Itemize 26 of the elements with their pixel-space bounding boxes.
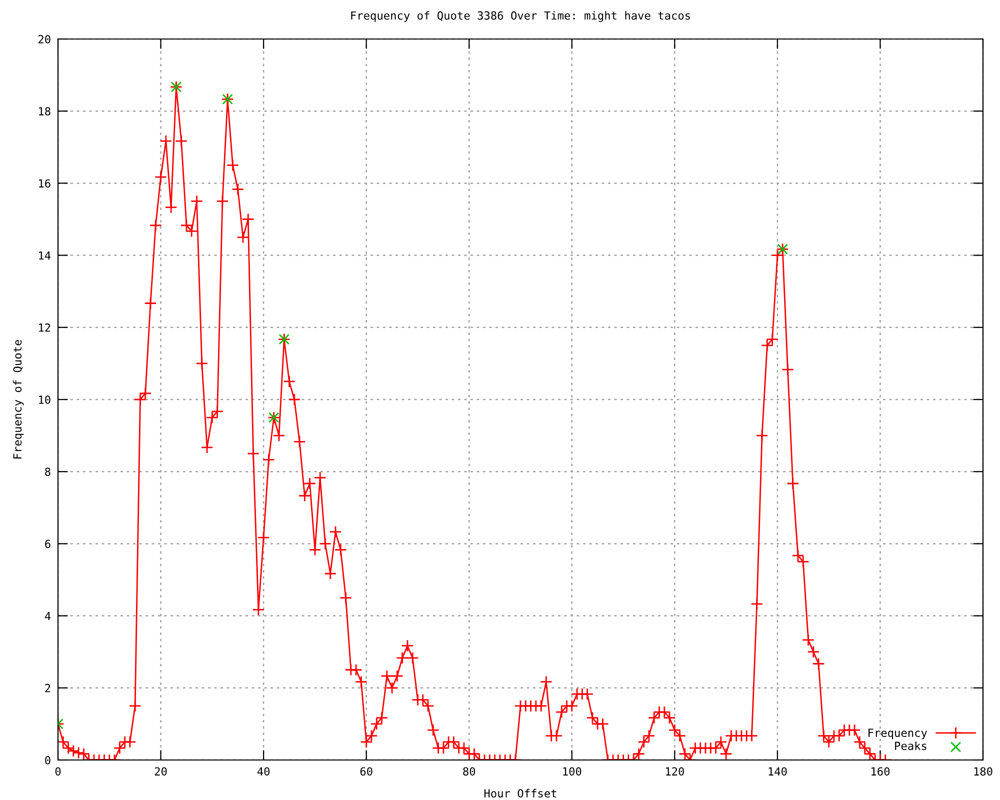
y-tick-label: 0 xyxy=(45,756,50,764)
y-tick-label: 18 xyxy=(39,107,50,116)
x-tick-label: 60 xyxy=(360,767,372,776)
y-tick-label: 20 xyxy=(38,35,50,44)
y-tick-label: 6 xyxy=(45,540,50,548)
legend-label: Peaks xyxy=(895,741,926,750)
x-tick-label: 40 xyxy=(257,767,270,776)
x-tick-label: 180 xyxy=(974,767,992,776)
legend-label: Frequency xyxy=(868,728,928,740)
x-tick-label: 100 xyxy=(563,767,582,776)
y-axis-title: Frequency of Quote xyxy=(13,340,24,458)
x-tick-label: 120 xyxy=(666,767,684,776)
x-tick-label: 80 xyxy=(463,767,476,776)
y-tick-label: 4 xyxy=(44,612,51,620)
y-tick-label: 12 xyxy=(39,323,50,332)
y-tick-label: 14 xyxy=(39,251,51,260)
x-tick-label: 20 xyxy=(154,767,167,776)
y-tick-label: 8 xyxy=(45,468,50,476)
x-tick-label: 0 xyxy=(55,767,61,776)
x-tick-label: 140 xyxy=(768,767,787,776)
y-tick-label: 10 xyxy=(39,396,50,404)
y-tick-label: 2 xyxy=(45,684,50,692)
x-axis-title: Hour Offset xyxy=(484,788,556,798)
x-tick-label: 160 xyxy=(872,767,890,776)
chart-title: Frequency of Quote 3386 Over Time: might have tacos xyxy=(351,11,690,22)
y-tick-label: 16 xyxy=(39,179,50,188)
